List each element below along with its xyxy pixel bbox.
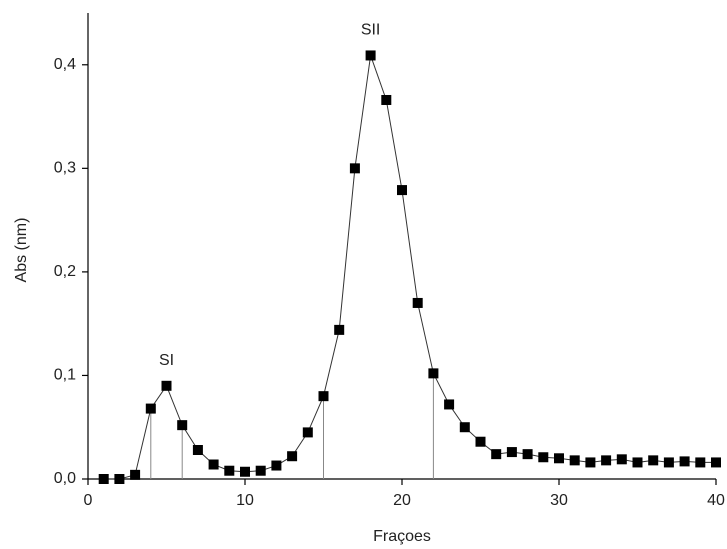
- marker: [192, 445, 203, 456]
- marker: [428, 368, 439, 379]
- marker: [271, 460, 282, 471]
- marker: [679, 456, 690, 467]
- series-line: [103, 55, 716, 480]
- y-tick-label: 0,3: [54, 160, 76, 177]
- marker: [601, 455, 612, 466]
- marker: [177, 420, 188, 431]
- annotation: SI: [159, 352, 174, 369]
- marker: [224, 465, 235, 476]
- marker: [585, 457, 596, 468]
- marker: [695, 457, 706, 468]
- marker: [98, 474, 109, 484]
- marker: [538, 452, 549, 463]
- marker: [569, 455, 580, 466]
- marker: [711, 457, 721, 468]
- marker: [444, 399, 455, 410]
- marker: [130, 469, 141, 480]
- y-tick-label: 0,1: [54, 367, 76, 384]
- marker: [145, 403, 156, 414]
- marker: [506, 447, 517, 458]
- marker: [365, 50, 376, 61]
- annotation: SII: [361, 22, 381, 39]
- marker: [491, 449, 502, 460]
- marker: [161, 380, 172, 391]
- marker: [302, 427, 313, 438]
- marker: [287, 451, 298, 462]
- y-tick-label: 0,4: [54, 56, 76, 73]
- marker: [475, 436, 486, 447]
- marker: [318, 391, 329, 402]
- y-tick-label: 0,2: [54, 263, 76, 280]
- x-tick-label: 30: [550, 492, 568, 509]
- y-tick-label: 0,0: [54, 470, 76, 487]
- y-axis-title: Abs (nm): [13, 218, 30, 283]
- x-axis-title: Fraçoes: [373, 528, 431, 545]
- marker: [616, 454, 627, 465]
- marker: [412, 297, 423, 308]
- marker: [397, 185, 407, 196]
- marker: [554, 453, 564, 464]
- marker: [381, 94, 392, 105]
- x-tick-label: 0: [84, 492, 93, 509]
- x-tick-label: 10: [236, 492, 254, 509]
- marker: [255, 465, 266, 476]
- x-tick-label: 40: [707, 492, 725, 509]
- marker: [632, 457, 643, 468]
- marker: [240, 466, 250, 477]
- marker: [114, 474, 125, 484]
- marker: [522, 449, 533, 460]
- marker: [334, 324, 345, 335]
- x-tick-label: 20: [393, 492, 411, 509]
- marker: [663, 457, 674, 468]
- marker: [208, 459, 219, 470]
- marker: [648, 455, 659, 466]
- marker: [349, 163, 360, 174]
- marker: [459, 422, 470, 433]
